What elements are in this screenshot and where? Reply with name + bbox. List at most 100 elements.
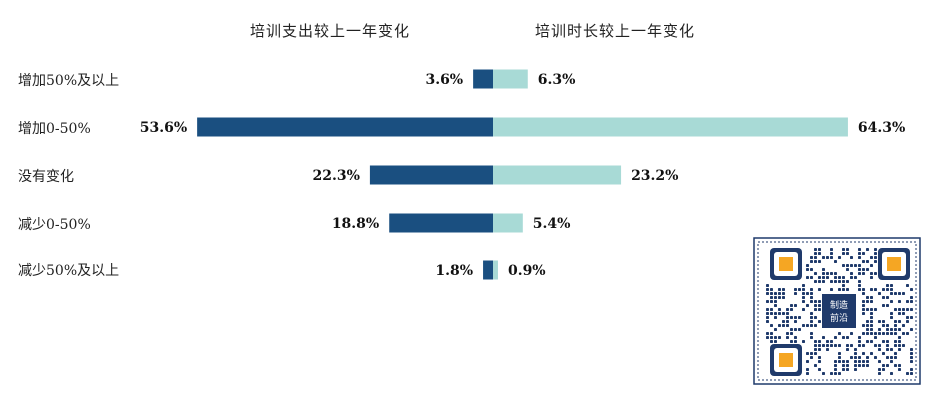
qr-finder-bottom-left: [770, 344, 802, 376]
qr-module: [870, 324, 873, 327]
qr-module: [822, 344, 825, 347]
qr-module: [794, 340, 797, 343]
qr-module: [882, 288, 885, 291]
qr-module: [858, 336, 861, 339]
qr-module: [790, 332, 793, 335]
qr-module: [866, 300, 869, 303]
qr-module: [818, 320, 821, 323]
qr-module: [898, 348, 901, 351]
qr-module: [854, 352, 857, 355]
qr-module: [830, 256, 833, 259]
qr-module: [886, 332, 889, 335]
qr-module: [866, 328, 869, 331]
qr-module: [854, 276, 857, 279]
qr-module: [878, 372, 881, 375]
qr-module: [882, 368, 885, 371]
qr-module: [910, 372, 913, 375]
qr-module: [846, 264, 849, 267]
qr-module: [774, 304, 777, 307]
qr-module: [886, 348, 889, 351]
qr-module: [846, 368, 849, 371]
qr-module: [890, 332, 893, 335]
qr-module: [902, 292, 905, 295]
qr-module: [830, 252, 833, 255]
qr-module: [850, 356, 853, 359]
qr-module: [866, 324, 869, 327]
qr-module: [846, 360, 849, 363]
qr-module: [842, 284, 845, 287]
qr-module: [806, 360, 809, 363]
qr-module: [794, 328, 797, 331]
qr-module: [890, 348, 893, 351]
bar-hours-0: [493, 69, 528, 89]
qr-module: [770, 308, 773, 311]
qr-module: [842, 364, 845, 367]
qr-module: [766, 336, 769, 339]
qr-module: [834, 344, 837, 347]
qr-module: [802, 300, 805, 303]
category-label-3: 减少0-50%: [18, 217, 91, 233]
qr-module: [778, 312, 781, 315]
qr-code-icon: 制造 前沿: [753, 237, 921, 385]
qr-module: [786, 316, 789, 319]
qr-module: [810, 332, 813, 335]
qr-module: [886, 304, 889, 307]
qr-module: [814, 324, 817, 327]
bar-spend-1: [197, 117, 494, 137]
qr-module: [802, 284, 805, 287]
qr-module: [898, 292, 901, 295]
qr-module: [874, 252, 877, 255]
qr-module: [826, 272, 829, 275]
qr-module: [782, 288, 785, 291]
qr-module: [818, 288, 821, 291]
qr-module: [910, 316, 913, 319]
qr-module: [842, 248, 845, 251]
qr-module: [822, 268, 825, 271]
qr-module: [826, 276, 829, 279]
qr-module: [870, 264, 873, 267]
qr-module: [834, 276, 837, 279]
qr-module: [774, 340, 777, 343]
qr-module: [886, 344, 889, 347]
qr-module: [902, 312, 905, 315]
qr-module: [870, 256, 873, 259]
qr-module: [838, 276, 841, 279]
qr-module: [814, 260, 817, 263]
qr-module: [766, 316, 769, 319]
qr-module: [810, 296, 813, 299]
qr-module: [846, 288, 849, 291]
qr-module: [886, 296, 889, 299]
qr-module: [882, 304, 885, 307]
qr-module: [834, 272, 837, 275]
qr-module: [850, 272, 853, 275]
qr-module: [886, 328, 889, 331]
qr-module: [842, 280, 845, 283]
qr-module: [838, 256, 841, 259]
qr-module: [830, 248, 833, 251]
qr-logo-line1: 制造: [830, 299, 848, 311]
qr-module: [842, 276, 845, 279]
qr-module: [786, 312, 789, 315]
category-label-2: 没有变化: [18, 169, 74, 185]
qr-module: [874, 332, 877, 335]
qr-module: [862, 360, 865, 363]
qr-module: [774, 292, 777, 295]
qr-module: [910, 308, 913, 311]
qr-module: [874, 248, 877, 251]
qr-module: [894, 332, 897, 335]
qr-module: [858, 268, 861, 271]
qr-module: [850, 332, 853, 335]
qr-module: [890, 300, 893, 303]
qr-module: [834, 368, 837, 371]
qr-module: [886, 288, 889, 291]
qr-module: [826, 340, 829, 343]
qr-modules: [766, 248, 913, 375]
qr-module: [870, 316, 873, 319]
qr-module: [822, 280, 825, 283]
qr-module: [818, 248, 821, 251]
qr-module: [886, 364, 889, 367]
qr-module: [882, 340, 885, 343]
qr-module: [818, 308, 821, 311]
qr-module: [862, 344, 865, 347]
qr-module: [898, 364, 901, 367]
